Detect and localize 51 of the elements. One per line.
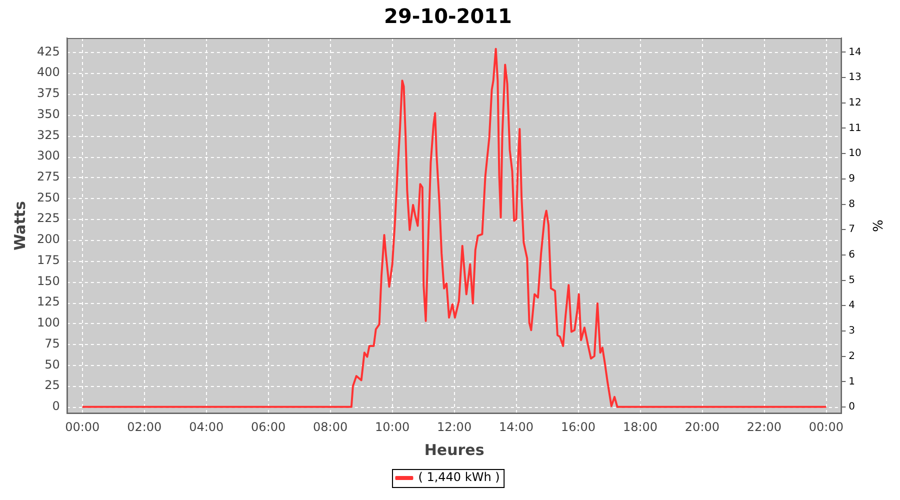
y-tick-label: 175 xyxy=(37,252,60,267)
y-tick-label: 375 xyxy=(37,86,60,100)
y2-tick-label: 14 xyxy=(848,46,862,58)
chart-title: 29-10-2011 xyxy=(384,4,512,28)
y-tick-label: 300 xyxy=(37,148,60,163)
y-tick-label: 275 xyxy=(37,170,60,184)
y2-tick-label: 8 xyxy=(848,198,856,210)
x-tick-label: 20:00 xyxy=(684,420,720,434)
x-axis-title: Heures xyxy=(424,440,484,459)
y2-tick-label: 3 xyxy=(848,326,856,337)
y-tick-label: 250 xyxy=(37,190,60,204)
y-tick-label: 225 xyxy=(37,211,60,226)
y2-tick-label: 10 xyxy=(848,148,862,160)
y2-tick-label: 2 xyxy=(848,350,856,362)
y2-tick-label: 1 xyxy=(848,376,856,388)
y2-tick-label: 7 xyxy=(848,224,856,236)
x-tick-label: 06:00 xyxy=(251,420,286,434)
y2-tick-label: 4 xyxy=(848,300,856,312)
x-tick-label: 08:00 xyxy=(313,420,348,434)
x-tick-label: 16:00 xyxy=(560,420,596,434)
x-tick-label: 10:00 xyxy=(375,420,410,434)
x-tick-label: 12:00 xyxy=(436,420,472,434)
y-tick-label: 125 xyxy=(37,294,60,309)
legend-label: ( 1,440 kWh ) xyxy=(418,470,500,484)
y2-tick-label: 5 xyxy=(848,274,856,286)
y-tick-label: 400 xyxy=(37,65,60,80)
x-tick-label: 22:00 xyxy=(746,420,782,434)
y2-tick-label: 9 xyxy=(848,174,856,185)
y2-axis-title: % xyxy=(868,220,884,232)
y-tick-label: 100 xyxy=(37,316,60,330)
y-tick-label: 25 xyxy=(44,378,60,392)
y2-tick-label: 11 xyxy=(848,122,862,134)
y-tick-label: 200 xyxy=(37,232,60,246)
y-tick-label: 325 xyxy=(37,128,60,142)
y2-tick-label: 6 xyxy=(848,250,856,261)
x-tick-label: 00:00 xyxy=(65,420,100,434)
y-tick-label: 150 xyxy=(37,274,60,288)
y-tick-label: 50 xyxy=(44,357,60,372)
y-axis-title: Watts xyxy=(10,201,29,251)
x-tick-label: 04:00 xyxy=(189,420,224,434)
x-tick-label: 02:00 xyxy=(127,420,162,434)
y2-tick-label: 12 xyxy=(848,97,862,108)
y-tick-label: 350 xyxy=(37,106,60,121)
x-tick-label: 00:00 xyxy=(808,420,844,434)
y-tick-label: 425 xyxy=(37,44,60,58)
y-tick-label: 75 xyxy=(44,336,60,350)
x-tick-label: 14:00 xyxy=(498,420,534,434)
y2-tick-label: 13 xyxy=(848,72,862,84)
x-tick-label: 18:00 xyxy=(622,420,658,434)
y2-tick-label: 0 xyxy=(848,402,856,413)
y-tick-label: 0 xyxy=(52,399,60,414)
